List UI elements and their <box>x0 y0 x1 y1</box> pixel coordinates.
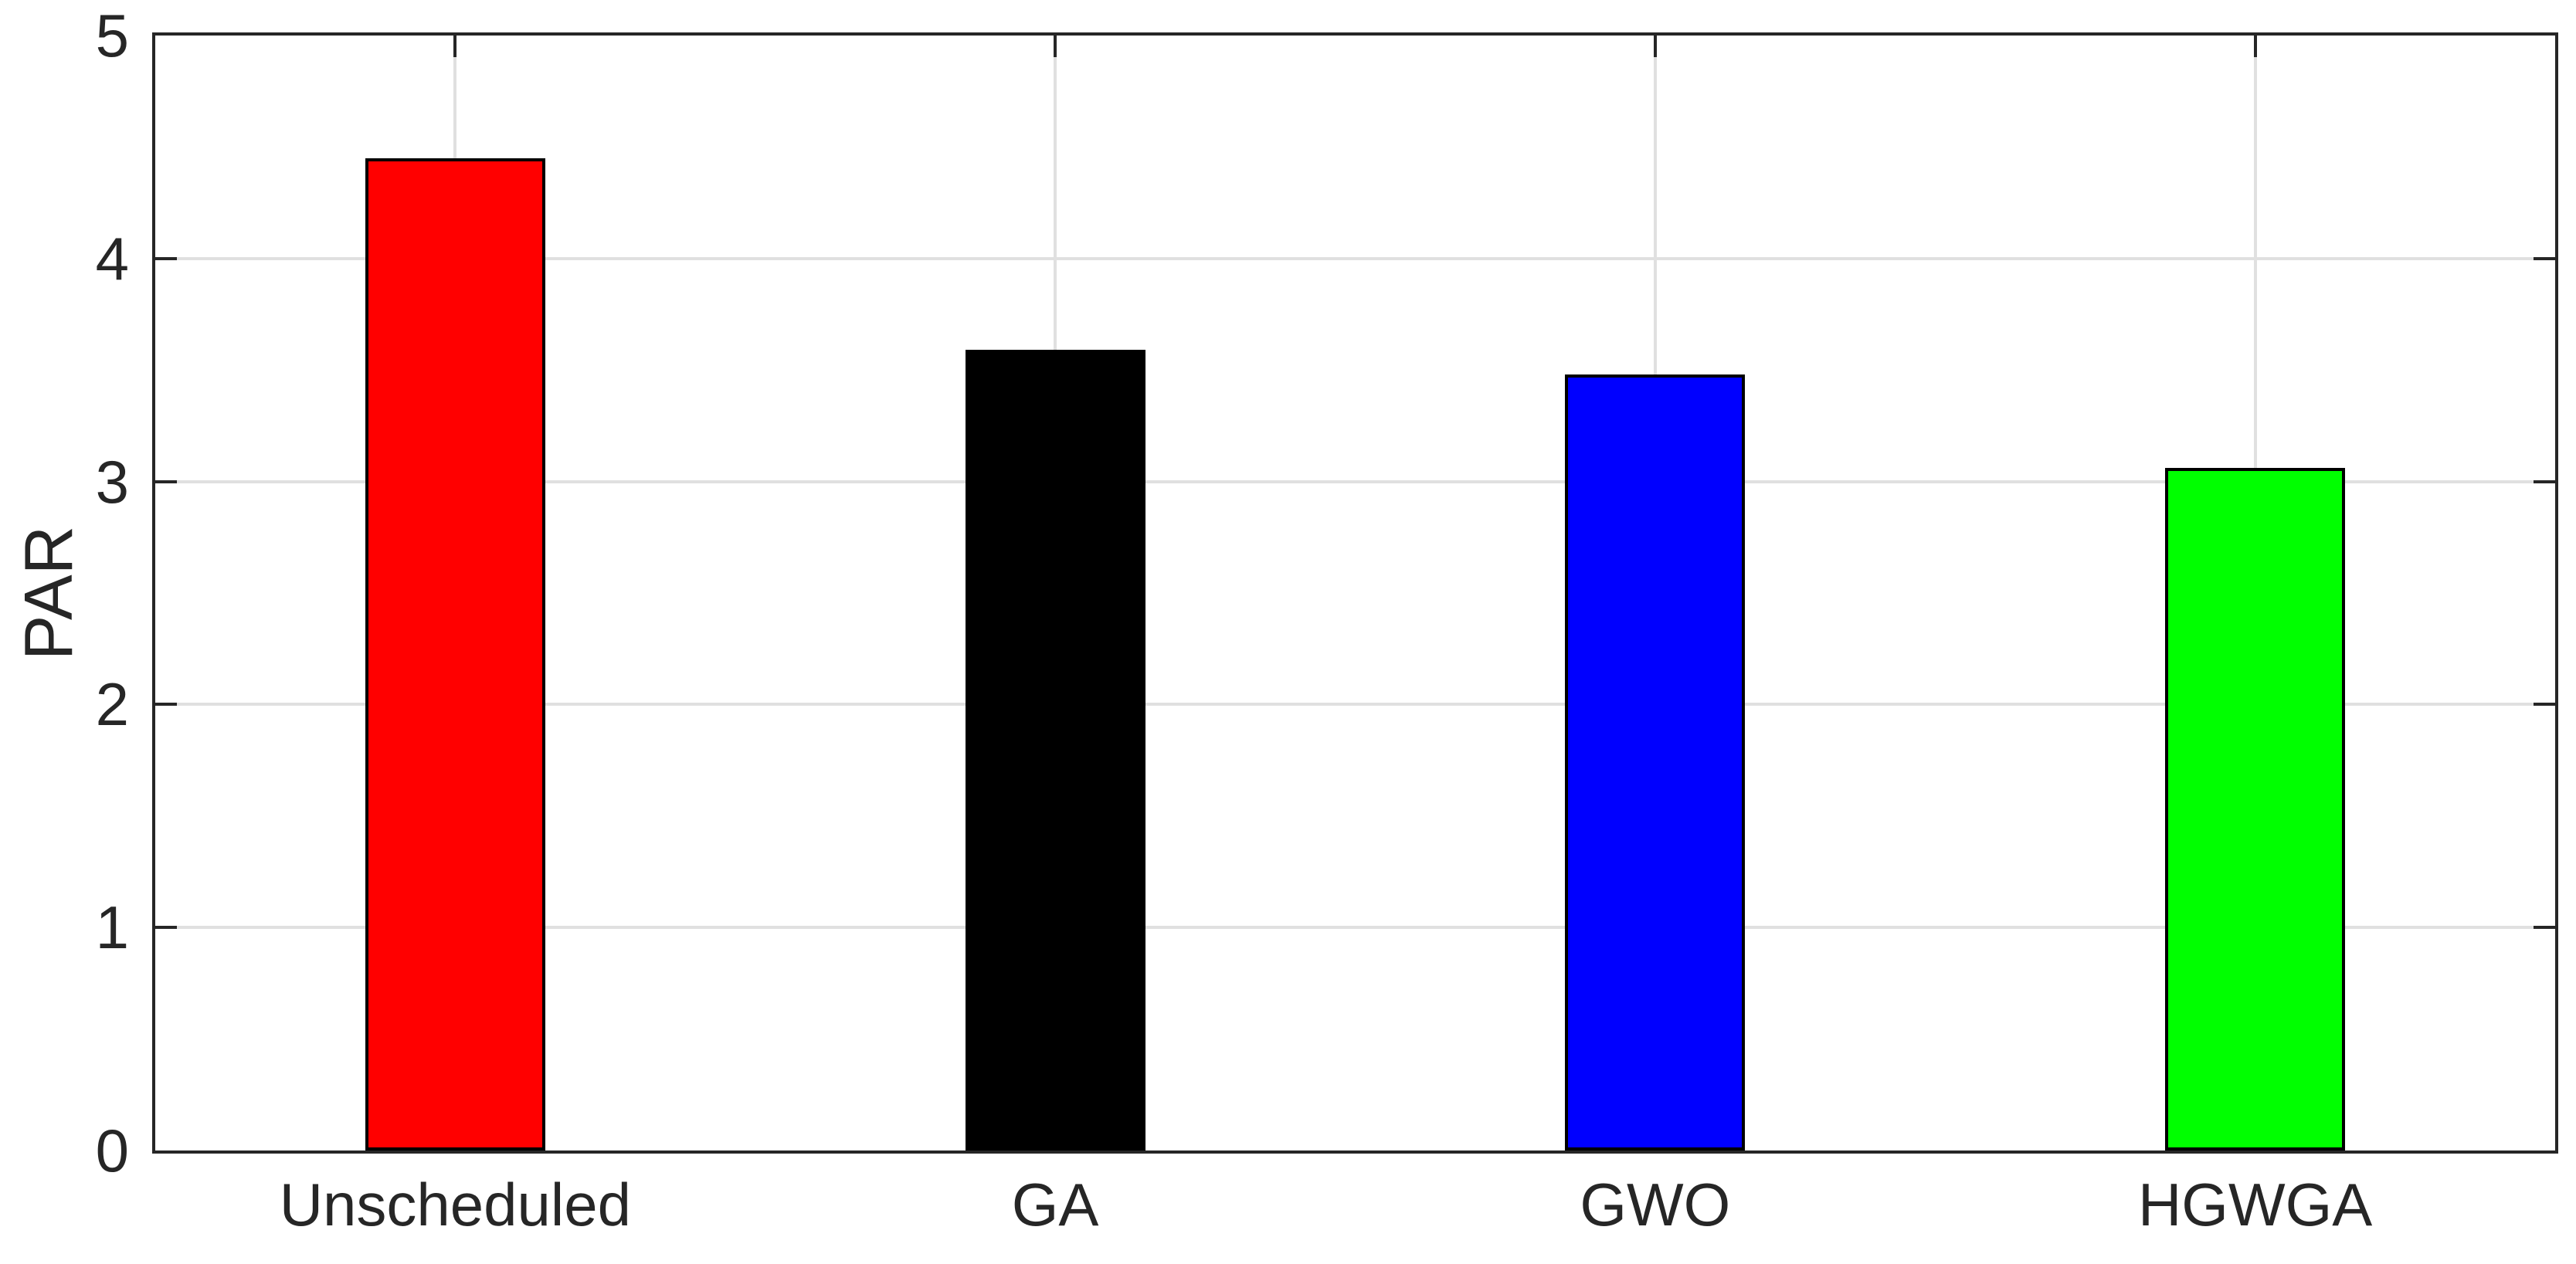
y-gridline <box>155 703 2555 707</box>
bar-ga <box>965 350 1145 1150</box>
y-tick-label: 3 <box>95 447 129 516</box>
bar-unscheduled <box>365 158 545 1150</box>
y-tick-mark <box>155 480 177 483</box>
y-gridline <box>155 926 2555 930</box>
y-tick-label: 4 <box>95 224 129 293</box>
y-tick-mark <box>155 703 177 707</box>
y-tick-label: 2 <box>95 670 129 739</box>
x-tick-label: GA <box>1011 1171 1099 1239</box>
y-tick-mark <box>155 256 177 260</box>
y-gridline <box>155 480 2555 483</box>
bar-hgwga <box>2165 468 2346 1150</box>
x-tick-label: Unscheduled <box>279 1171 632 1239</box>
y-tick-mark <box>2534 256 2555 260</box>
x-tick-label: HGWGA <box>2137 1171 2373 1239</box>
y-tick-mark <box>2534 926 2555 930</box>
plot-area <box>152 32 2558 1154</box>
x-tick-mark <box>453 36 457 57</box>
y-tick-label: 1 <box>95 893 129 962</box>
x-tick-mark <box>1653 36 1657 57</box>
y-tick-mark <box>2534 703 2555 707</box>
x-tick-mark <box>1054 36 1057 57</box>
x-tick-label: GWO <box>1580 1171 1731 1239</box>
y-tick-mark <box>155 926 177 930</box>
bar-gwo <box>1565 374 1746 1150</box>
y-gridline <box>155 256 2555 260</box>
y-tick-label: 0 <box>95 1117 129 1184</box>
y-tick-label: 5 <box>95 2 129 69</box>
y-tick-mark <box>2534 480 2555 483</box>
x-tick-mark <box>2253 36 2257 57</box>
